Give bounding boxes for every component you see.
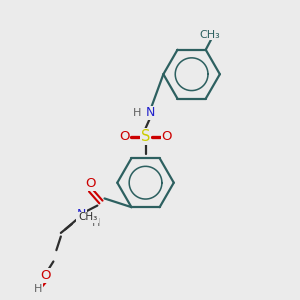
Text: H: H — [133, 108, 141, 118]
Text: O: O — [119, 130, 129, 143]
Text: S: S — [141, 129, 150, 144]
Text: N: N — [145, 106, 155, 119]
Text: O: O — [85, 177, 96, 190]
Text: O: O — [41, 269, 51, 282]
Text: H: H — [34, 284, 43, 294]
Text: H: H — [92, 218, 101, 228]
Text: N: N — [77, 208, 86, 221]
Text: O: O — [162, 130, 172, 143]
Text: CH₃: CH₃ — [199, 30, 220, 40]
Text: CH₃: CH₃ — [79, 212, 98, 223]
